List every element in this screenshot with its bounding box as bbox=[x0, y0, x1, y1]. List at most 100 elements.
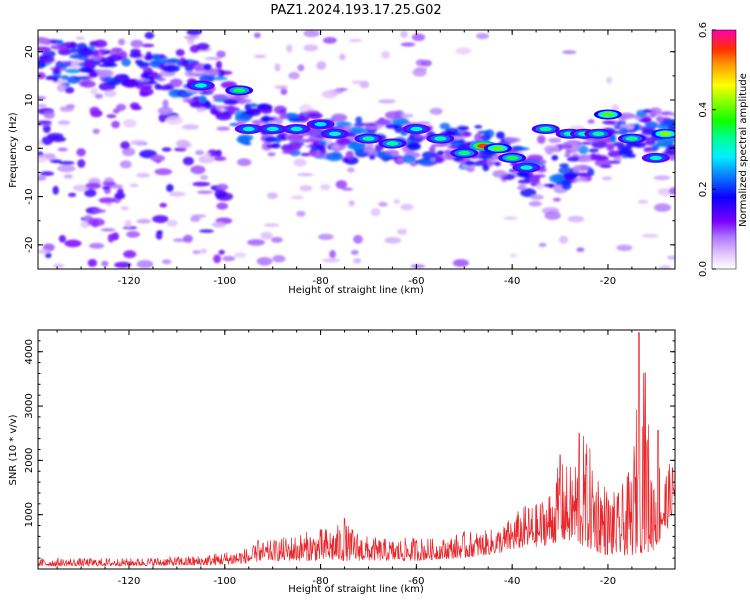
spectral-blob bbox=[369, 154, 376, 160]
colorbar-tick-label: 0.0 bbox=[698, 261, 709, 277]
spectral-blob bbox=[668, 112, 675, 117]
spectral-blob bbox=[183, 35, 200, 39]
spectral-blob bbox=[353, 122, 368, 127]
spectral-peak bbox=[601, 112, 614, 117]
spectral-blob bbox=[347, 167, 355, 173]
spectral-blob bbox=[41, 136, 53, 146]
spectral-blob bbox=[95, 69, 103, 73]
spectral-blob bbox=[345, 150, 354, 160]
spectral-blob bbox=[599, 164, 612, 168]
spectral-peak bbox=[506, 155, 519, 161]
spectral-blob bbox=[669, 187, 675, 195]
spectral-blob bbox=[158, 85, 175, 91]
spectral-blob bbox=[107, 54, 122, 62]
spectral-blob bbox=[196, 42, 210, 51]
spectral-blob bbox=[75, 36, 85, 40]
spectral-blob bbox=[182, 156, 194, 166]
spectral-blob bbox=[192, 181, 211, 187]
spectral-blob bbox=[38, 155, 47, 163]
spectral-blob bbox=[38, 46, 51, 52]
snr-panel: -120 -100 -80 -60 -40 -20 1000 2000 3000 4000 Hei… bbox=[8, 329, 676, 595]
spectral-blob bbox=[58, 62, 69, 69]
spectral-blob bbox=[593, 156, 609, 161]
spectral-blob bbox=[567, 215, 585, 223]
x-tick-label: -20 bbox=[600, 276, 616, 287]
spectral-blob bbox=[530, 194, 544, 200]
spectral-blob bbox=[204, 152, 211, 161]
spectral-blob bbox=[256, 257, 273, 266]
spectral-blob bbox=[335, 121, 350, 127]
spectral-blob bbox=[410, 162, 418, 167]
snr-xlabel: Height of straight line (km) bbox=[288, 584, 424, 595]
spectral-blob bbox=[549, 174, 565, 184]
spectral-blob bbox=[233, 252, 247, 258]
spectral-blob bbox=[591, 140, 608, 149]
colorbar-label: Normalized spectral amplitude bbox=[738, 73, 749, 227]
spectral-blob bbox=[102, 181, 117, 187]
spectral-blob bbox=[87, 218, 105, 227]
spectral-blob bbox=[402, 154, 416, 164]
spectral-blob bbox=[92, 128, 100, 134]
spectral-blob bbox=[106, 114, 117, 119]
spectral-blob bbox=[474, 133, 483, 142]
spectral-blob bbox=[365, 126, 383, 130]
spectral-blob bbox=[606, 76, 613, 84]
spectral-blob bbox=[293, 158, 307, 167]
spectral-peak bbox=[328, 131, 341, 136]
spectral-blob bbox=[155, 78, 167, 82]
spectral-blob bbox=[573, 177, 588, 182]
spectral-blob bbox=[616, 244, 633, 251]
x-tick-label: -80 bbox=[312, 276, 328, 287]
spectral-blob bbox=[114, 261, 132, 269]
spectral-blob bbox=[496, 131, 505, 139]
spectral-blob bbox=[190, 165, 206, 175]
spectral-blob bbox=[279, 111, 288, 120]
spectral-blob bbox=[147, 76, 155, 85]
x-tick-label: -20 bbox=[600, 576, 616, 587]
spectral-blob bbox=[136, 78, 151, 82]
spectral-blob bbox=[601, 176, 613, 181]
spectral-blob bbox=[226, 105, 236, 113]
spectral-blob bbox=[93, 39, 108, 48]
spectral-blob bbox=[77, 159, 86, 168]
spectral-blob bbox=[482, 164, 490, 172]
spectral-blob bbox=[157, 106, 173, 115]
spectral-blob bbox=[342, 187, 353, 191]
spectral-blob bbox=[309, 151, 325, 157]
spectral-blob bbox=[618, 148, 634, 155]
spectral-blob bbox=[159, 202, 167, 208]
x-tick-label: -80 bbox=[312, 576, 328, 587]
y-tick-label: 2000 bbox=[24, 448, 35, 473]
spectral-peak bbox=[314, 122, 327, 127]
spectral-blob bbox=[552, 197, 562, 202]
y-tick-label: 4000 bbox=[24, 339, 35, 364]
spectral-blob bbox=[348, 39, 363, 42]
spectral-blob bbox=[580, 141, 593, 145]
spectral-blob bbox=[91, 56, 102, 62]
y-tick-label: 1000 bbox=[24, 502, 35, 527]
spectrogram-xlabel: Height of straight line (km) bbox=[288, 285, 424, 296]
spectral-blob bbox=[141, 43, 155, 48]
spectral-blob bbox=[38, 104, 47, 108]
spectral-blob bbox=[169, 78, 183, 88]
spectral-peak bbox=[625, 136, 638, 141]
spectral-blob bbox=[166, 184, 174, 193]
spectral-blob bbox=[548, 183, 555, 189]
spectral-blob bbox=[44, 39, 51, 46]
spectral-blob bbox=[658, 265, 672, 269]
spectral-blob bbox=[200, 248, 207, 254]
spectral-blob bbox=[651, 144, 660, 151]
spectral-blob bbox=[391, 117, 409, 126]
spectral-blob bbox=[90, 87, 98, 95]
spectral-blob bbox=[400, 203, 414, 211]
spectral-blob bbox=[56, 83, 67, 93]
spectral-blob bbox=[378, 153, 393, 158]
spectral-blob bbox=[397, 113, 414, 118]
spectral-blob bbox=[378, 99, 396, 104]
spectral-blob bbox=[89, 242, 105, 249]
spectral-blob bbox=[336, 137, 351, 146]
spectral-blob bbox=[511, 145, 524, 151]
spectral-blob bbox=[331, 113, 348, 122]
spectral-peak bbox=[649, 155, 662, 161]
spectral-blob bbox=[411, 33, 426, 42]
